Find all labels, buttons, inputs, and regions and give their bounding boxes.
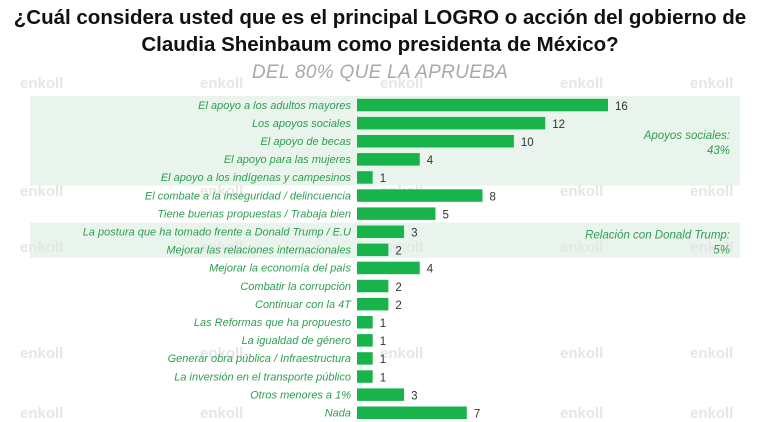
category-label: El combate a la inseguridad / delincuenc… [145, 190, 351, 202]
watermark-text: enkoll [200, 75, 243, 92]
value-label: 2 [395, 282, 401, 294]
bar [357, 135, 514, 148]
category-label: El apoyo de becas [260, 136, 351, 148]
category-label: La inversión en el transporte público [174, 371, 351, 383]
watermark-text: enkoll [560, 345, 603, 362]
bar [357, 388, 405, 401]
category-label: La postura que ha tomado frente a Donald… [83, 227, 351, 239]
category-label: Tiene buenas propuestas / Trabaja bien [157, 208, 351, 220]
category-label: Otros menores a 1% [250, 389, 351, 401]
value-label: 1 [380, 318, 386, 330]
bar [357, 316, 373, 329]
watermark-text: enkoll [20, 239, 63, 256]
bar [357, 189, 483, 202]
watermark-text: enkoll [200, 239, 243, 256]
bar [357, 261, 420, 275]
value-label: 1 [380, 354, 386, 366]
group-note-label: Apoyos sociales: [643, 130, 730, 142]
value-label: 1 [380, 173, 386, 185]
chart-title: ¿Cuál considera usted que es el principa… [0, 4, 760, 58]
value-label: 3 [411, 228, 417, 240]
value-label: 2 [395, 300, 401, 312]
bars-layer: El apoyo a los adultos mayores 16 Los apoy… [83, 98, 628, 421]
watermark-text: enkoll [560, 75, 603, 92]
category-label: Generar obra pública / Infraestructura [168, 353, 351, 365]
bar [357, 334, 373, 347]
value-label: 2 [395, 246, 401, 258]
value-label: 4 [427, 155, 434, 167]
watermark-text: enkoll [690, 75, 733, 92]
watermark-text: enkoll [20, 183, 63, 200]
value-label: 16 [615, 101, 628, 113]
group-note-label: Relación con Donald Trump: [585, 229, 730, 241]
category-label: Las Reformas que ha propuesto [194, 317, 351, 329]
bar [357, 243, 389, 257]
chart-title-line1: ¿Cuál considera usted que es el principa… [13, 6, 747, 29]
watermark-text: enkoll [690, 345, 733, 362]
category-label: Nada [325, 408, 351, 420]
bar [357, 406, 467, 419]
category-label: Combatir la corrupción [240, 281, 351, 293]
watermark-text: enkoll [200, 183, 243, 200]
bar [357, 297, 389, 311]
category-label: El apoyo a los adultos mayores [198, 100, 351, 112]
chart-subtitle: DEL 80% QUE LA APRUEBA [251, 62, 509, 83]
value-label: 5 [442, 209, 448, 221]
category-label: La igualdad de género [242, 335, 351, 347]
watermark-text: enkoll [380, 345, 423, 362]
bar [357, 352, 373, 365]
value-label: 7 [474, 409, 480, 421]
watermark-text: enkoll [200, 405, 243, 422]
value-label: 10 [521, 137, 534, 149]
value-label: 4 [427, 264, 434, 276]
watermark-text: enkoll [560, 239, 603, 256]
watermark-text: enkoll [200, 345, 243, 362]
watermark-text: enkoll [690, 183, 733, 200]
bar [357, 370, 373, 383]
value-label: 1 [380, 372, 386, 384]
bar [357, 207, 436, 220]
watermark-text: enkoll [690, 405, 733, 422]
bar [357, 98, 608, 112]
value-label: 1 [380, 336, 386, 348]
value-label: 3 [411, 390, 417, 402]
value-label: 12 [552, 119, 565, 131]
category-label: Mejorar la economía del país [209, 263, 351, 275]
watermark-text: enkoll [20, 405, 63, 422]
group-note-percent: 5% [713, 244, 730, 256]
watermark-text: enkoll [560, 405, 603, 422]
watermark-text: enkoll [380, 75, 423, 92]
watermark-text: enkoll [380, 239, 423, 256]
watermark-text: enkoll [20, 75, 63, 92]
group-notes-layer: Apoyos sociales: 43% Relación con Donald T… [585, 130, 730, 257]
value-label: 8 [490, 191, 496, 203]
bar [357, 171, 373, 184]
category-label: Los apoyos sociales [252, 118, 352, 130]
category-label: Mejorar las relaciones internacionales [166, 245, 351, 257]
group-note-percent: 43% [707, 145, 730, 157]
category-label: Continuar con la 4T [255, 299, 352, 311]
category-label: El apoyo a los indígenas y campesinos [161, 172, 352, 184]
bar [357, 116, 546, 130]
watermark-text: enkoll [20, 345, 63, 362]
watermark-text: enkoll [690, 239, 733, 256]
watermark-text: enkoll [560, 183, 603, 200]
bar [357, 279, 389, 293]
category-label: El apoyo para las mujeres [224, 154, 352, 166]
chart-title-line2: Claudia Sheinbaum como presidenta de Méx… [141, 33, 619, 56]
bar [357, 225, 405, 238]
bar [357, 153, 420, 166]
